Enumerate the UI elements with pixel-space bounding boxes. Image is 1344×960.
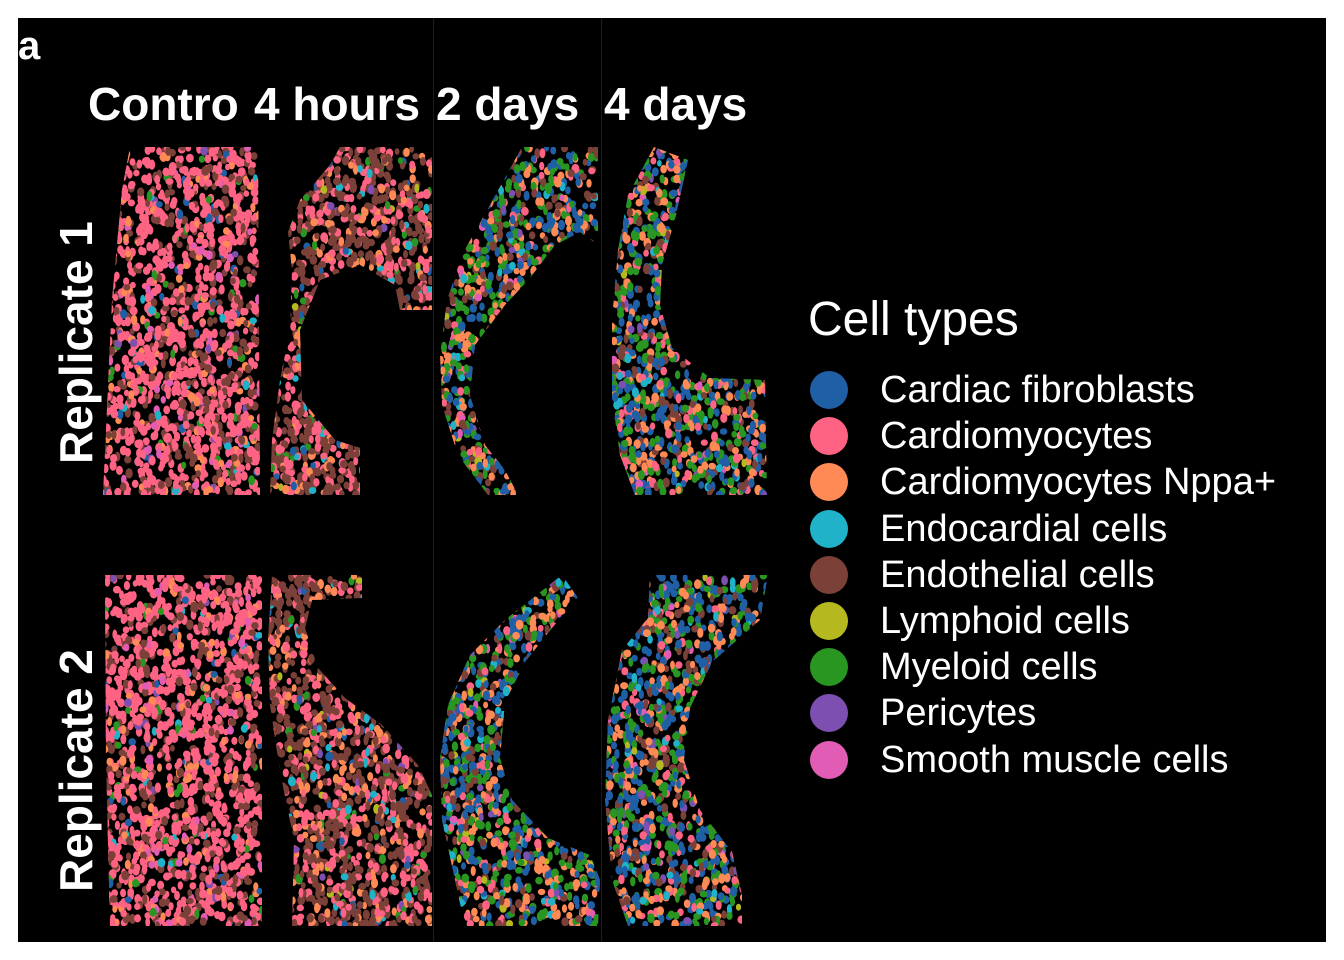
column-divider: [433, 18, 434, 942]
column-divider: [601, 18, 602, 942]
legend-item: Cardiomyocytes Nppa+: [810, 460, 1276, 504]
tissue-section: [105, 575, 262, 926]
legend-swatch-icon: [810, 509, 848, 548]
column-title-control: Contro: [88, 78, 239, 130]
tissue-section: [268, 575, 432, 926]
legend-item: Cardiac fibroblasts: [810, 368, 1195, 412]
legend-title: Cell types: [808, 293, 1019, 346]
tissue-section: [103, 147, 260, 495]
column-title-2-days: 2 days: [436, 78, 580, 130]
column-title-4-hours: 4 hours: [254, 78, 421, 130]
legend-swatch-icon: [810, 555, 848, 594]
legend-item: Lymphoid cells: [810, 599, 1130, 643]
legend-label: Cardiac fibroblasts: [880, 369, 1195, 411]
legend-label: Smooth muscle cells: [880, 738, 1229, 781]
legend-label: Myeloid cells: [880, 646, 1098, 689]
legend-item: Endocardial cells: [810, 507, 1167, 551]
legend-swatch-icon: [810, 694, 848, 733]
legend-item: Myeloid cells: [810, 645, 1098, 689]
legend-swatch-icon: [810, 602, 848, 640]
column-title-4-days: 4 days: [604, 78, 748, 130]
legend-swatch-icon: [810, 648, 848, 687]
legend-swatch-icon: [810, 417, 848, 456]
legend-label: Lymphoid cells: [880, 600, 1130, 642]
tissue-section: [612, 147, 767, 495]
legend-label: Endothelial cells: [880, 553, 1155, 596]
panel-letter: a: [18, 24, 41, 68]
row-title-replicate-1: Replicate 1: [50, 221, 102, 464]
legend-item: Smooth muscle cells: [810, 738, 1228, 782]
tissue-section: [605, 575, 768, 926]
legend-swatch-icon: [810, 371, 848, 409]
tissue-section: [440, 147, 598, 495]
legend-swatch-icon: [810, 740, 848, 779]
row-title-replicate-2: Replicate 2: [50, 649, 102, 892]
legend-swatch-icon: [810, 463, 848, 502]
tissue-section: [270, 147, 432, 495]
legend-item: Pericytes: [810, 691, 1036, 735]
legend-label: Pericytes: [880, 692, 1037, 735]
legend-item: Endothelial cells: [810, 553, 1155, 597]
legend-label: Cardiomyocytes: [880, 415, 1153, 458]
legend-item: Cardiomyocytes: [810, 414, 1152, 458]
legend-label: Cardiomyocytes Nppa+: [880, 461, 1277, 504]
tissue-section: [440, 575, 600, 926]
legend-label: Endocardial cells: [880, 507, 1168, 550]
